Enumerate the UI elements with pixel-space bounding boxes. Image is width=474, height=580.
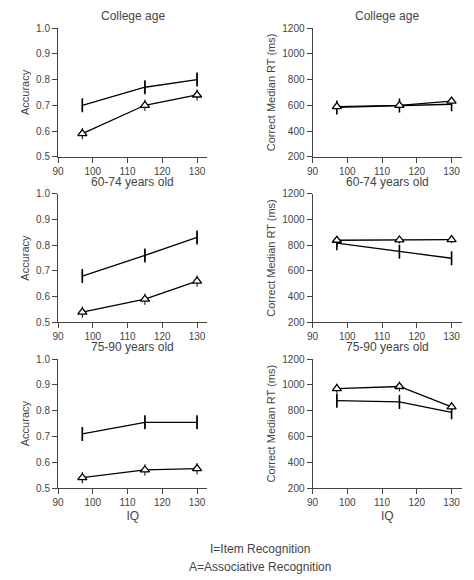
- svg-text:1200: 1200: [282, 188, 305, 199]
- svg-text:IQ: IQ: [381, 509, 394, 523]
- svg-text:130: 130: [443, 166, 460, 177]
- svg-text:0.6: 0.6: [36, 126, 50, 137]
- svg-text:0.5: 0.5: [36, 483, 50, 494]
- svg-text:College age: College age: [355, 9, 419, 23]
- svg-text:800: 800: [288, 405, 305, 416]
- svg-text:0.8: 0.8: [36, 74, 50, 85]
- svg-text:130: 130: [189, 497, 206, 508]
- svg-text:110: 110: [374, 497, 390, 508]
- svg-text:90: 90: [307, 166, 319, 177]
- svg-text:Accuracy: Accuracy: [19, 69, 31, 115]
- svg-text:400: 400: [288, 457, 305, 468]
- svg-text:600: 600: [288, 265, 305, 276]
- svg-text:120: 120: [154, 166, 171, 177]
- svg-text:60-74 years old: 60-74 years old: [91, 175, 174, 189]
- svg-text:400: 400: [288, 291, 305, 302]
- svg-text:1000: 1000: [282, 214, 305, 225]
- svg-text:100: 100: [339, 331, 356, 342]
- svg-text:0.6: 0.6: [36, 291, 50, 302]
- svg-text:100: 100: [84, 331, 101, 342]
- svg-text:1.0: 1.0: [36, 23, 50, 34]
- svg-text:1.0: 1.0: [36, 354, 50, 365]
- svg-text:130: 130: [443, 497, 460, 508]
- svg-text:1000: 1000: [282, 379, 305, 390]
- svg-text:0.8: 0.8: [36, 405, 50, 416]
- svg-text:600: 600: [288, 431, 305, 442]
- svg-text:0.7: 0.7: [36, 431, 50, 442]
- svg-text:A=Associative Recognition: A=Associative Recognition: [189, 560, 331, 574]
- svg-text:60-74 years old: 60-74 years old: [346, 175, 429, 189]
- svg-text:120: 120: [408, 166, 425, 177]
- svg-text:Correct Median RT (ms): Correct Median RT (ms): [265, 365, 277, 483]
- svg-text:I=Item Recognition: I=Item Recognition: [210, 542, 310, 556]
- svg-text:0.8: 0.8: [36, 240, 50, 251]
- svg-text:75-90 years old: 75-90 years old: [346, 340, 429, 354]
- svg-text:1.0: 1.0: [36, 188, 50, 199]
- svg-text:110: 110: [374, 331, 390, 342]
- svg-text:1200: 1200: [282, 354, 305, 365]
- svg-text:120: 120: [154, 331, 171, 342]
- svg-text:100: 100: [84, 497, 101, 508]
- svg-text:120: 120: [408, 497, 425, 508]
- svg-text:90: 90: [52, 497, 64, 508]
- svg-text:110: 110: [374, 166, 390, 177]
- svg-text:0.6: 0.6: [36, 457, 50, 468]
- svg-text:Correct Median RT (ms): Correct Median RT (ms): [265, 199, 277, 317]
- svg-text:400: 400: [288, 126, 305, 137]
- svg-text:90: 90: [307, 497, 319, 508]
- svg-text:0.9: 0.9: [36, 48, 50, 59]
- svg-text:Accuracy: Accuracy: [19, 400, 31, 446]
- svg-text:200: 200: [288, 483, 305, 494]
- svg-text:90: 90: [52, 166, 64, 177]
- svg-text:130: 130: [189, 166, 206, 177]
- svg-text:110: 110: [120, 331, 136, 342]
- svg-text:Correct Median RT (ms): Correct Median RT (ms): [265, 34, 277, 152]
- svg-text:100: 100: [339, 166, 356, 177]
- svg-text:0.9: 0.9: [36, 214, 50, 225]
- svg-text:1000: 1000: [282, 48, 305, 59]
- svg-text:90: 90: [52, 331, 64, 342]
- svg-text:0.5: 0.5: [36, 151, 50, 162]
- svg-text:200: 200: [288, 317, 305, 328]
- svg-text:IQ: IQ: [126, 509, 139, 523]
- svg-text:130: 130: [189, 331, 206, 342]
- svg-text:100: 100: [339, 497, 356, 508]
- svg-text:130: 130: [443, 331, 460, 342]
- svg-text:90: 90: [307, 331, 319, 342]
- svg-text:0.7: 0.7: [36, 100, 50, 111]
- svg-text:College age: College age: [101, 9, 165, 23]
- svg-text:0.9: 0.9: [36, 379, 50, 390]
- svg-text:110: 110: [120, 497, 136, 508]
- svg-text:800: 800: [288, 240, 305, 251]
- svg-text:0.5: 0.5: [36, 317, 50, 328]
- svg-text:75-90 years old: 75-90 years old: [91, 340, 174, 354]
- svg-text:100: 100: [84, 166, 101, 177]
- svg-text:Accuracy: Accuracy: [19, 235, 31, 281]
- svg-text:0.7: 0.7: [36, 265, 50, 276]
- svg-text:1200: 1200: [282, 23, 305, 34]
- svg-text:200: 200: [288, 151, 305, 162]
- svg-text:120: 120: [154, 497, 171, 508]
- svg-text:120: 120: [408, 331, 425, 342]
- svg-text:600: 600: [288, 100, 305, 111]
- svg-text:800: 800: [288, 74, 305, 85]
- svg-text:110: 110: [120, 166, 136, 177]
